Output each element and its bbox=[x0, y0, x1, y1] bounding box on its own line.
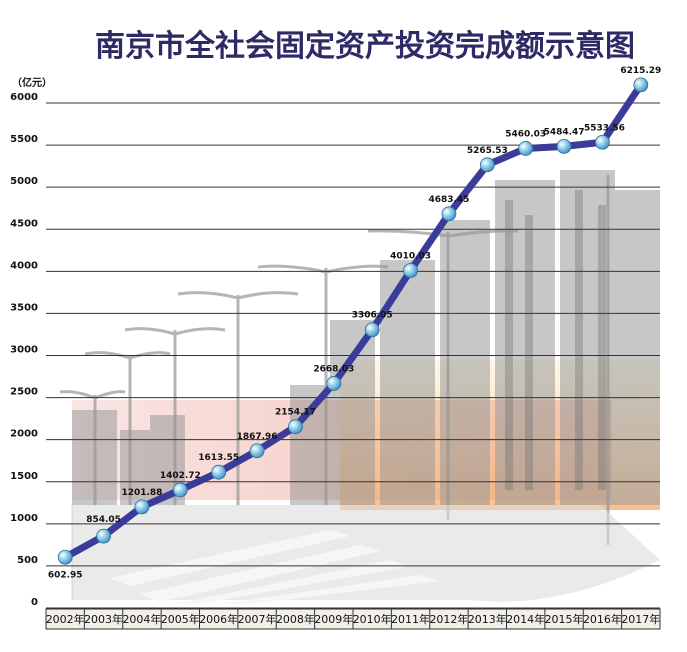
y-tick-label: 4500 bbox=[10, 218, 38, 229]
x-tick-label: 2005年 bbox=[161, 612, 200, 626]
x-tick-label: 2006年 bbox=[199, 612, 238, 626]
y-tick-label: 1500 bbox=[10, 471, 38, 482]
x-tick-label: 2004年 bbox=[122, 612, 161, 626]
data-point-marker bbox=[96, 528, 111, 544]
data-label: 2154.17 bbox=[275, 408, 316, 418]
data-label: 6215.29 bbox=[620, 66, 661, 76]
y-tick-label: 4000 bbox=[10, 260, 38, 271]
data-point-marker bbox=[403, 263, 418, 278]
data-label: 5533.56 bbox=[584, 123, 625, 133]
x-tick-label: 2017年 bbox=[621, 612, 660, 626]
data-point-marker bbox=[479, 157, 495, 173]
x-tick-label: 2002年 bbox=[46, 612, 85, 626]
data-labels: 602.95 854.05 1201.88 1402.72 1613.55 1867.96… bbox=[48, 66, 661, 580]
data-label: 5265.53 bbox=[467, 146, 508, 156]
data-point-marker bbox=[595, 134, 610, 150]
x-tick-label: 2003年 bbox=[84, 612, 123, 626]
data-markers bbox=[57, 77, 649, 565]
y-tick-label: 2500 bbox=[10, 387, 38, 398]
data-label: 4683.45 bbox=[428, 195, 469, 205]
y-axis-tick-labels: 0 500 1000 1500 2000 2500 3000 3500 4000 4500 5000… bbox=[10, 92, 38, 608]
data-label: 4010.03 bbox=[390, 251, 431, 261]
data-point-marker bbox=[172, 482, 188, 498]
y-tick-label: 5500 bbox=[10, 134, 38, 145]
background-city-illustration bbox=[59, 170, 660, 604]
data-label: 5484.47 bbox=[544, 127, 585, 137]
data-label: 602.95 bbox=[48, 570, 83, 580]
data-point-marker bbox=[441, 206, 457, 222]
data-point-marker bbox=[134, 499, 150, 515]
data-point-marker bbox=[633, 77, 649, 93]
data-label: 854.05 bbox=[86, 515, 121, 525]
data-point-marker bbox=[326, 376, 342, 391]
y-tick-label: 3000 bbox=[10, 345, 38, 356]
x-tick-label: 2016年 bbox=[583, 612, 622, 626]
data-label: 1613.55 bbox=[198, 453, 239, 463]
y-tick-label: 0 bbox=[31, 597, 38, 608]
data-point-marker bbox=[556, 138, 572, 154]
chart-title: 南京市全社会固定资产投资完成额示意图 bbox=[95, 29, 635, 64]
x-tick-label: 2007年 bbox=[238, 612, 277, 626]
x-tick-label: 2011年 bbox=[391, 612, 430, 626]
x-tick-label: 2009年 bbox=[314, 612, 353, 626]
data-point-marker bbox=[211, 464, 227, 480]
y-axis-unit-label: （亿元） bbox=[12, 76, 52, 89]
x-tick-label: 2015年 bbox=[545, 612, 584, 626]
data-point-marker bbox=[518, 141, 534, 156]
data-label: 1402.72 bbox=[160, 471, 201, 481]
investment-series-line bbox=[61, 81, 645, 561]
y-tick-label: 5000 bbox=[10, 176, 38, 187]
y-tick-label: 500 bbox=[17, 555, 38, 566]
data-point-marker bbox=[249, 443, 265, 459]
data-label: 1201.88 bbox=[121, 488, 162, 498]
y-tick-label: 6000 bbox=[10, 92, 38, 103]
y-tick-label: 1000 bbox=[10, 513, 38, 524]
x-axis-category-labels: 2002年 2003年 2004年 2005年 2006年 2007年 2008年 2009年… bbox=[45, 608, 661, 630]
x-tick-label: 2012年 bbox=[429, 612, 468, 626]
data-point-marker bbox=[364, 322, 380, 338]
x-tick-label: 2010年 bbox=[353, 612, 392, 626]
data-label: 2668.03 bbox=[313, 364, 354, 374]
y-tick-label: 2000 bbox=[10, 429, 38, 440]
data-point-marker bbox=[57, 549, 73, 565]
data-label: 1867.96 bbox=[237, 432, 278, 442]
data-label: 3306.05 bbox=[352, 311, 393, 321]
data-label: 5460.03 bbox=[505, 129, 546, 139]
x-tick-label: 2014年 bbox=[506, 612, 545, 626]
y-tick-label: 3500 bbox=[10, 302, 38, 313]
x-tick-label: 2008年 bbox=[276, 612, 315, 626]
data-point-marker bbox=[288, 419, 303, 435]
x-tick-label: 2013年 bbox=[468, 612, 507, 626]
data-series bbox=[61, 81, 645, 561]
